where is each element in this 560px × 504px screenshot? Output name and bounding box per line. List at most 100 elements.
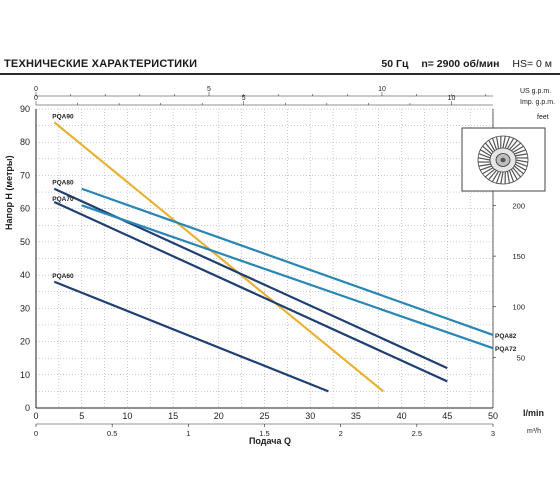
impeller-blade (509, 139, 518, 150)
imp-gpm-tick-label: 10 (448, 95, 456, 102)
impeller-blade (488, 140, 496, 152)
series-label-pqa72: PQA72 (495, 346, 517, 353)
top-unit-us-gpm: US g.p.m. (520, 88, 551, 95)
m3h-tick-label: 2 (339, 429, 343, 438)
header-divider (0, 73, 560, 75)
impeller-blade (515, 161, 528, 167)
impeller-blade (515, 153, 528, 157)
y-tick-label: 40 (20, 270, 30, 280)
impeller-blade (508, 170, 515, 182)
impeller-blade (484, 168, 496, 178)
operating-conditions: 50 Гц n= 2900 об/мин HS= 0 м (371, 58, 552, 70)
feet-tick-label: 200 (512, 201, 525, 210)
feet-tick-label: 50 (517, 353, 525, 362)
us-gpm-tick-label: 10 (378, 86, 386, 93)
y-tick-label: 10 (20, 370, 30, 380)
feet-tick-label: 100 (512, 303, 525, 312)
x-tick-label: 40 (397, 411, 407, 421)
y-axis-label-text: Напор H (метры) (4, 155, 14, 230)
series-line-pqa60 (53, 280, 329, 393)
series-line-pqa82 (81, 187, 494, 336)
y-tick-label: 80 (20, 137, 30, 147)
impeller-blade (484, 142, 494, 153)
impeller-blade (514, 149, 526, 155)
frequency-label: 50 Гц (381, 58, 409, 70)
x-tick-label: 50 (488, 411, 498, 421)
chart-grid (35, 108, 494, 409)
y-tick-label: 90 (20, 104, 30, 114)
impeller-blade (506, 137, 515, 150)
series-label-pqa90: PQA90 (52, 113, 74, 120)
y-right-unit-feet: feet (537, 114, 549, 121)
impeller-blade (491, 138, 498, 150)
x-unit-m3h: m³/h (527, 428, 541, 435)
m3h-tick-label: 3 (491, 429, 495, 438)
x-tick-label: 35 (351, 411, 361, 421)
impeller-blade (512, 145, 524, 153)
m3h-tick-label: 2.5 (412, 429, 422, 438)
chart-series: PQA90 PQA80 PQA70 PQA60 PQA82 PQA72 (52, 113, 517, 393)
y-tick-label: 20 (20, 337, 30, 347)
y-tick-label: 70 (20, 170, 30, 180)
impeller-blade (513, 165, 524, 175)
y-tick-label: 60 (20, 204, 30, 214)
impeller-blade (480, 149, 492, 157)
speed-label: n= 2900 об/мин (421, 58, 500, 70)
x-tick-label: 0 (33, 411, 38, 421)
page-title: ТЕХНИЧЕСКИЕ ХАРАКТЕРИСТИКИ (4, 58, 198, 70)
y-tick-label: 50 (20, 237, 30, 247)
x-tick-label: 15 (168, 411, 178, 421)
series-label-pqa80: PQA80 (52, 180, 74, 187)
m3h-tick-label: 1.5 (259, 429, 269, 438)
impeller-blade (482, 167, 494, 175)
y-tick-label: 30 (20, 303, 30, 313)
y-axis-label: Напор H (метры) (4, 155, 14, 230)
series-line-pqa90 (53, 121, 385, 393)
header: ТЕХНИЧЕСКИЕ ХАРАКТЕРИСТИКИ 50 Гц n= 2900… (0, 0, 560, 80)
impeller-blade (502, 135, 506, 149)
impeller-blade (477, 157, 491, 161)
impeller-blade (480, 165, 492, 171)
m3h-tick-label: 0 (34, 429, 38, 438)
impeller-rim (477, 135, 529, 185)
x-tick-label: 30 (305, 411, 315, 421)
series-line-pqa70 (53, 201, 448, 383)
m3h-tick-label: 1 (186, 429, 190, 438)
impeller-blade (514, 163, 526, 171)
x-tick-label: 5 (79, 411, 84, 421)
impeller-blade (506, 171, 510, 184)
top-axes: 0 5 10 0 5 10 (34, 86, 493, 106)
impeller-blade (478, 153, 491, 159)
imp-gpm-tick-label: 0 (34, 95, 38, 102)
impeller-blade (491, 170, 500, 183)
x-tick-label: 10 (122, 411, 132, 421)
y-tick-label: 0 (25, 403, 30, 413)
impeller-blade (482, 145, 493, 155)
impeller-blade (510, 142, 522, 152)
series-line-pqa72 (81, 204, 494, 350)
impeller-blade (496, 136, 500, 149)
impeller-blade (515, 159, 529, 163)
series-label-pqa70: PQA70 (52, 196, 74, 203)
impeller-blade (500, 171, 504, 185)
impeller-shaft-hole (500, 157, 506, 163)
m3h-tick-label: 0.5 (107, 429, 117, 438)
impeller-illustration (461, 127, 546, 192)
feet-tick-label: 150 (512, 252, 525, 261)
x-axis-label: Подача Q (249, 436, 291, 446)
x-tick-label: 45 (442, 411, 452, 421)
us-gpm-tick-label: 5 (207, 86, 211, 93)
x-unit-lmin: l/min (523, 408, 544, 418)
impeller-blade (495, 171, 502, 184)
x-tick-label: 20 (214, 411, 224, 421)
series-label-pqa82: PQA82 (495, 333, 517, 340)
impeller-blade (510, 168, 518, 180)
series-label-pqa60: PQA60 (52, 273, 74, 280)
impeller-blade (478, 163, 491, 167)
impeller-blade (488, 170, 497, 181)
imp-gpm-tick-label: 5 (242, 95, 246, 102)
impeller-blade (504, 136, 511, 149)
impeller-blade (512, 167, 522, 178)
top-unit-imp-gpm: Imp. g.p.m. (520, 99, 555, 106)
